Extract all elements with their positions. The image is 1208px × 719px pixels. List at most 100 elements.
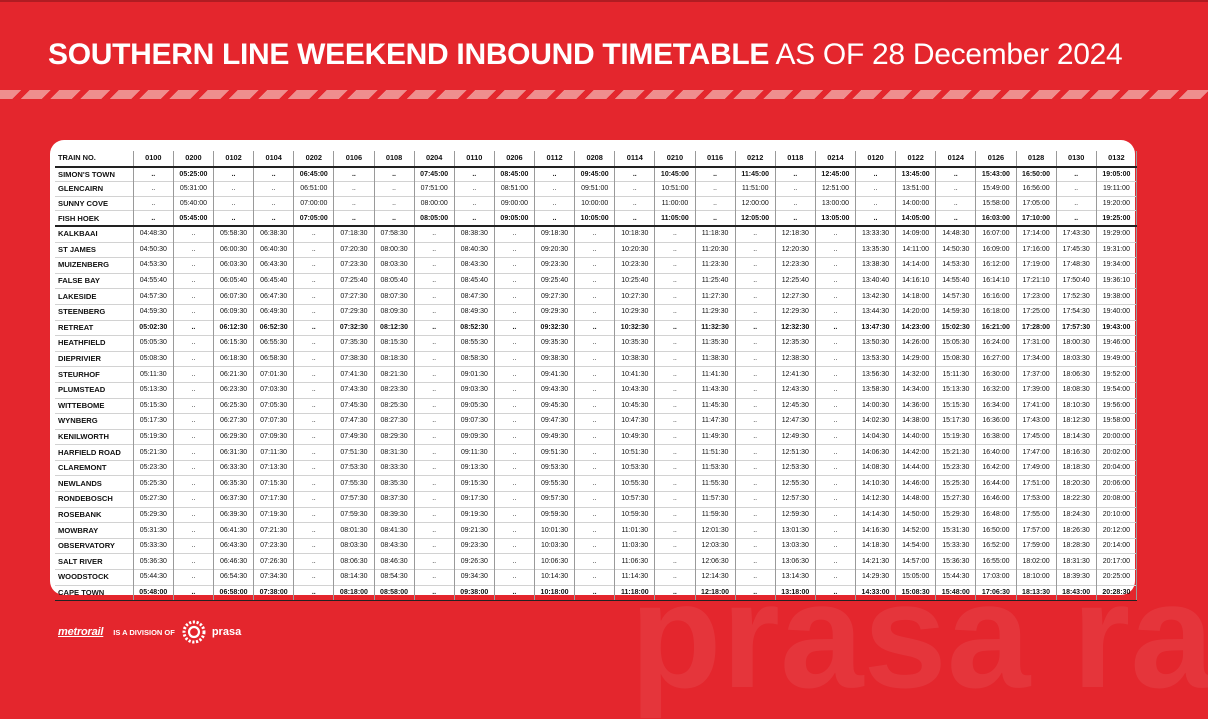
time-cell: 09:32:30 [533, 319, 575, 336]
time-cell: 14:50:00 [895, 506, 936, 523]
time-cell: 19:05:00 [1095, 166, 1138, 182]
time-cell: .. [172, 241, 214, 258]
time-cell: 09:07:30 [453, 413, 495, 430]
time-cell: 17:05:00 [1015, 195, 1057, 211]
time-cell: .. [734, 350, 776, 367]
time-cell: 19:25:00 [1095, 210, 1138, 226]
time-cell: 18:26:30 [1055, 522, 1097, 539]
time-cell: 08:45:40 [453, 272, 495, 289]
time-cell: 18:10:00 [1015, 569, 1057, 586]
time-cell: 11:41:30 [694, 366, 736, 383]
station-name: SIMON'S TOWN [55, 166, 134, 182]
time-cell: 16:21:00 [975, 319, 1016, 336]
title-date: AS OF 28 December 2024 [775, 38, 1123, 71]
time-cell: 14:32:00 [895, 366, 936, 383]
time-cell: 11:45:30 [694, 397, 736, 414]
time-cell: 10:00:00 [574, 195, 615, 211]
time-cell: .. [574, 553, 615, 570]
time-cell: 13:38:30 [854, 257, 896, 274]
time-cell: .. [654, 366, 695, 383]
time-cell: .. [493, 335, 535, 352]
time-cell: .. [172, 303, 214, 321]
time-cell: 08:23:30 [373, 381, 415, 398]
table-row: NEWLANDS 05:25:30.. 06:35:30 07:15:30.. 07:5… [55, 475, 1138, 492]
time-cell: .. [935, 166, 976, 182]
time-cell: .. [493, 444, 535, 461]
time-cell: 11:06:30 [614, 553, 655, 570]
time-cell: .. [1055, 210, 1097, 226]
time-cell: .. [814, 241, 856, 258]
time-cell: .. [734, 272, 776, 289]
time-cell: 08:55:30 [453, 335, 495, 352]
time-cell: 17:28:00 [1015, 319, 1057, 336]
time-cell: 15:11:30 [935, 366, 976, 383]
time-cell: .. [734, 413, 776, 430]
time-cell: 08:09:30 [373, 303, 415, 321]
time-cell: 18:00:30 [1055, 335, 1097, 352]
timetable-card: TRAIN NO. 0100 0200 0102 0104 0202 0106 0108 020… [50, 140, 1138, 602]
time-cell: 09:53:30 [533, 459, 575, 476]
time-cell: .. [493, 459, 535, 476]
time-cell: 14:42:00 [895, 444, 936, 461]
time-cell: 11:32:30 [694, 319, 736, 336]
time-cell: .. [734, 319, 776, 336]
time-cell: .. [734, 288, 776, 305]
time-cell: 16:18:00 [975, 303, 1016, 321]
time-cell: .. [734, 366, 776, 383]
time-cell: 12:35:30 [774, 335, 816, 352]
time-cell: .. [172, 459, 214, 476]
time-cell: 14:14:30 [854, 506, 896, 523]
time-cell: .. [814, 224, 856, 243]
time-cell: .. [493, 475, 535, 492]
time-cell: 10:27:30 [614, 288, 655, 305]
time-cell: .. [654, 553, 695, 570]
time-cell: .. [493, 272, 535, 289]
station-name: SALT RIVER [55, 553, 134, 570]
time-cell: 15:08:30 [935, 350, 976, 367]
time-cell: .. [774, 195, 816, 211]
time-cell: 08:00:30 [373, 241, 415, 258]
time-cell: 18:39:30 [1055, 569, 1097, 586]
table-row: ROSEBANK 05:29:30.. 06:39:30 07:19:30.. 07:5… [55, 506, 1138, 523]
time-cell: .. [814, 584, 856, 602]
time-cell: 10:14:30 [533, 569, 575, 586]
time-cell: .. [413, 428, 455, 445]
time-cell: 06:31:30 [212, 444, 254, 461]
time-cell: .. [734, 257, 776, 274]
time-cell: 05:19:30 [132, 428, 174, 445]
time-cell: .. [734, 553, 776, 570]
station-name: KENILWORTH [55, 428, 134, 445]
time-cell: 07:47:30 [333, 413, 374, 430]
time-cell: 09:35:30 [533, 335, 575, 352]
time-cell: 05:31:30 [132, 522, 174, 539]
table-row: MOWBRAY 05:31:30.. 06:41:30 07:21:30.. 08:01… [55, 522, 1138, 539]
time-cell: .. [654, 584, 695, 602]
time-cell: 11:35:30 [694, 335, 736, 352]
time-cell: 06:05:40 [212, 272, 254, 289]
time-cell: .. [172, 288, 214, 305]
time-cell: 18:12:30 [1055, 413, 1097, 430]
time-cell: 14:34:00 [895, 381, 936, 398]
time-cell: .. [172, 413, 214, 430]
time-cell: 16:52:00 [975, 537, 1016, 554]
time-cell: 09:49:30 [533, 428, 575, 445]
time-cell: 11:20:30 [694, 241, 736, 258]
time-cell: 10:35:30 [614, 335, 655, 352]
time-cell: .. [654, 413, 695, 430]
time-cell: 09:34:30 [453, 569, 495, 586]
time-cell: 10:49:30 [614, 428, 655, 445]
time-cell: 12:00:00 [734, 195, 776, 211]
train-number: 0118 [774, 151, 816, 168]
time-cell: .. [574, 366, 615, 383]
train-number: 0208 [574, 151, 615, 168]
time-cell: 09:19:30 [453, 506, 495, 523]
time-cell: 12:43:30 [774, 381, 816, 398]
station-name: CAPE TOWN [55, 584, 134, 602]
time-cell: .. [333, 210, 374, 226]
time-cell: .. [172, 444, 214, 461]
time-cell: 14:02:30 [854, 413, 896, 430]
time-cell: .. [293, 350, 334, 367]
time-cell: .. [814, 459, 856, 476]
time-cell: 08:38:30 [453, 224, 495, 243]
time-cell: 14:46:00 [895, 475, 936, 492]
